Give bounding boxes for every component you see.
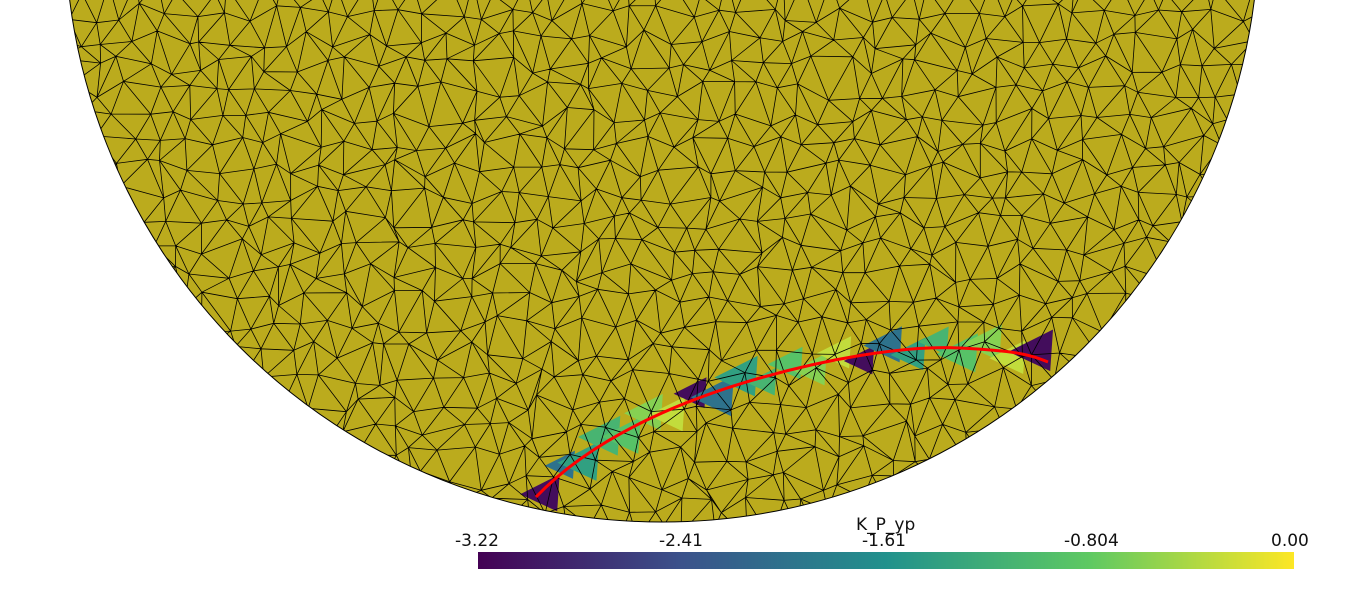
highlighted-cell <box>767 346 803 380</box>
highlighted-cell <box>624 393 663 431</box>
highlighted-cell <box>863 326 902 363</box>
highlighted-cell <box>690 375 734 417</box>
domain-boundary <box>69 0 1255 523</box>
highlighted-cell <box>577 415 621 456</box>
fracture-curve <box>534 346 1049 499</box>
domain-disc <box>65 0 1259 522</box>
triangulated-mesh <box>65 0 1259 522</box>
highlighted-cell <box>890 337 926 371</box>
highlighted-cell <box>792 353 827 386</box>
highlighted-cell <box>648 396 685 432</box>
